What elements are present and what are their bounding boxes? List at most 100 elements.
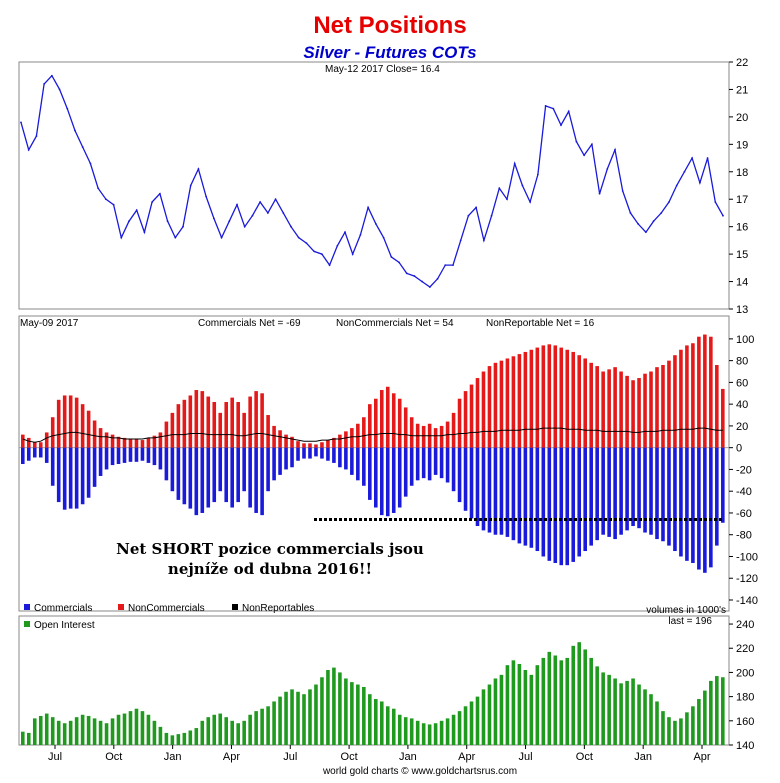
- commercials-bar-86: [535, 447, 540, 552]
- price-point-5: [58, 88, 61, 91]
- noncommercials-bar-102: [631, 380, 635, 448]
- commercials-bar-46: [296, 447, 300, 461]
- commercials-bar-95: [589, 447, 593, 546]
- commercials-bar-3: [38, 447, 43, 458]
- noncommercials-bar-87: [541, 345, 546, 448]
- x-tick-label-7: Apr: [458, 751, 475, 763]
- commercials-bar-81: [505, 447, 510, 537]
- open-interest-bar-30: [200, 720, 205, 745]
- x-tick-label-3: Apr: [223, 751, 240, 763]
- noncommercials-bar-78: [487, 366, 492, 448]
- commercials-bar-98: [607, 447, 611, 537]
- net-header-commercials: Commercials Net = -69: [198, 318, 301, 329]
- open-interest-bar-6: [56, 720, 61, 745]
- units-note: volumes in 1000's: [646, 605, 726, 616]
- noncommercials-bar-42: [272, 425, 276, 448]
- price-point-72: [575, 140, 578, 143]
- legend-nonreportables-swatch: [232, 604, 238, 610]
- price-point-11: [104, 198, 107, 201]
- price-point-80: [637, 223, 640, 225]
- open-interest-bar-113: [697, 699, 701, 745]
- commercials-bar-27: [182, 447, 187, 505]
- price-point-71: [567, 110, 570, 113]
- price-point-81: [644, 231, 647, 234]
- price-point-74: [590, 143, 593, 146]
- price-point-59: [475, 206, 478, 209]
- open-interest-bar-98: [607, 674, 611, 745]
- open-interest-bar-28: [188, 730, 193, 745]
- open-interest-bar-115: [709, 680, 713, 745]
- open-interest-bar-27: [182, 732, 187, 745]
- open-interest-bar-107: [661, 711, 665, 745]
- noncommercials-bar-110: [679, 349, 683, 448]
- price-point-55: [444, 264, 447, 266]
- open-interest-bar-39: [254, 711, 258, 745]
- price-point-54: [436, 277, 439, 280]
- price-ytick-label-7: 20: [736, 112, 748, 124]
- open-interest-bar-70: [439, 720, 444, 745]
- open-interest-bar-43: [278, 696, 282, 745]
- open-interest-bar-91: [565, 657, 570, 745]
- noncommercials-bar-104: [643, 373, 647, 448]
- price-point-50: [405, 272, 408, 275]
- commercials-bar-53: [338, 447, 342, 468]
- price-point-44: [359, 234, 362, 236]
- open-interest-bar-80: [499, 674, 504, 745]
- noncommercials-bar-22: [152, 435, 157, 448]
- price-point-7: [74, 129, 76, 132]
- open-interest-bar-55: [350, 682, 354, 745]
- commercials-bar-33: [218, 447, 223, 492]
- open-interest-bar-112: [691, 706, 695, 745]
- open-interest-bar-67: [421, 723, 426, 745]
- oi-ytick-label-1: 160: [736, 716, 754, 728]
- open-interest-bar-77: [481, 689, 486, 745]
- noncommercials-bar-4: [44, 432, 49, 448]
- open-interest-bar-32: [212, 714, 217, 745]
- commercials-bar-18: [128, 447, 133, 462]
- price-point-64: [513, 162, 516, 165]
- noncommercials-bar-23: [158, 432, 163, 448]
- open-interest-bar-90: [559, 660, 564, 745]
- price-point-18: [158, 192, 161, 195]
- price-point-10: [97, 187, 100, 190]
- commercials-bar-107: [661, 447, 665, 542]
- price-point-30: [251, 214, 254, 217]
- price-point-47: [382, 236, 385, 239]
- noncommercials-bar-99: [613, 367, 617, 448]
- price-point-35: [290, 225, 292, 228]
- open-interest-bar-0: [21, 731, 25, 745]
- commercials-bar-106: [655, 447, 659, 540]
- price-point-39: [320, 253, 323, 256]
- price-point-29: [243, 225, 246, 228]
- annotation-line1: Net SHORT pozice commercials jsou: [116, 540, 424, 558]
- commercials-bar-55: [350, 447, 354, 475]
- commercials-bar-43: [278, 447, 282, 475]
- price-point-40: [328, 264, 331, 266]
- noncommercials-bar-53: [338, 434, 342, 448]
- net-ytick-label-11: 80: [736, 356, 748, 368]
- price-point-19: [166, 220, 169, 223]
- noncommercials-bar-55: [350, 428, 354, 448]
- noncommercials-bar-109: [673, 355, 677, 448]
- open-interest-bar-11: [86, 715, 91, 745]
- open-interest-bar-23: [158, 726, 163, 745]
- price-point-6: [66, 107, 69, 110]
- open-interest-bar-104: [643, 689, 647, 745]
- noncommercials-bar-92: [571, 351, 576, 448]
- open-interest-bar-21: [146, 714, 151, 745]
- open-interest-bar-92: [571, 645, 576, 745]
- open-interest-bar-60: [379, 701, 384, 745]
- open-interest-bar-105: [649, 694, 653, 745]
- noncommercials-bar-21: [146, 437, 151, 448]
- noncommercials-bar-3: [38, 442, 43, 448]
- price-point-89: [706, 157, 709, 159]
- open-interest-bar-4: [44, 713, 49, 745]
- noncommercials-bar-31: [206, 396, 211, 448]
- noncommercials-bar-1: [26, 437, 31, 448]
- price-point-85: [675, 184, 678, 187]
- noncommercials-bar-48: [308, 443, 312, 448]
- noncommercials-bar-117: [721, 388, 725, 448]
- price-point-26: [220, 236, 223, 239]
- commercials-bar-21: [146, 447, 151, 463]
- commercials-bar-114: [703, 447, 707, 573]
